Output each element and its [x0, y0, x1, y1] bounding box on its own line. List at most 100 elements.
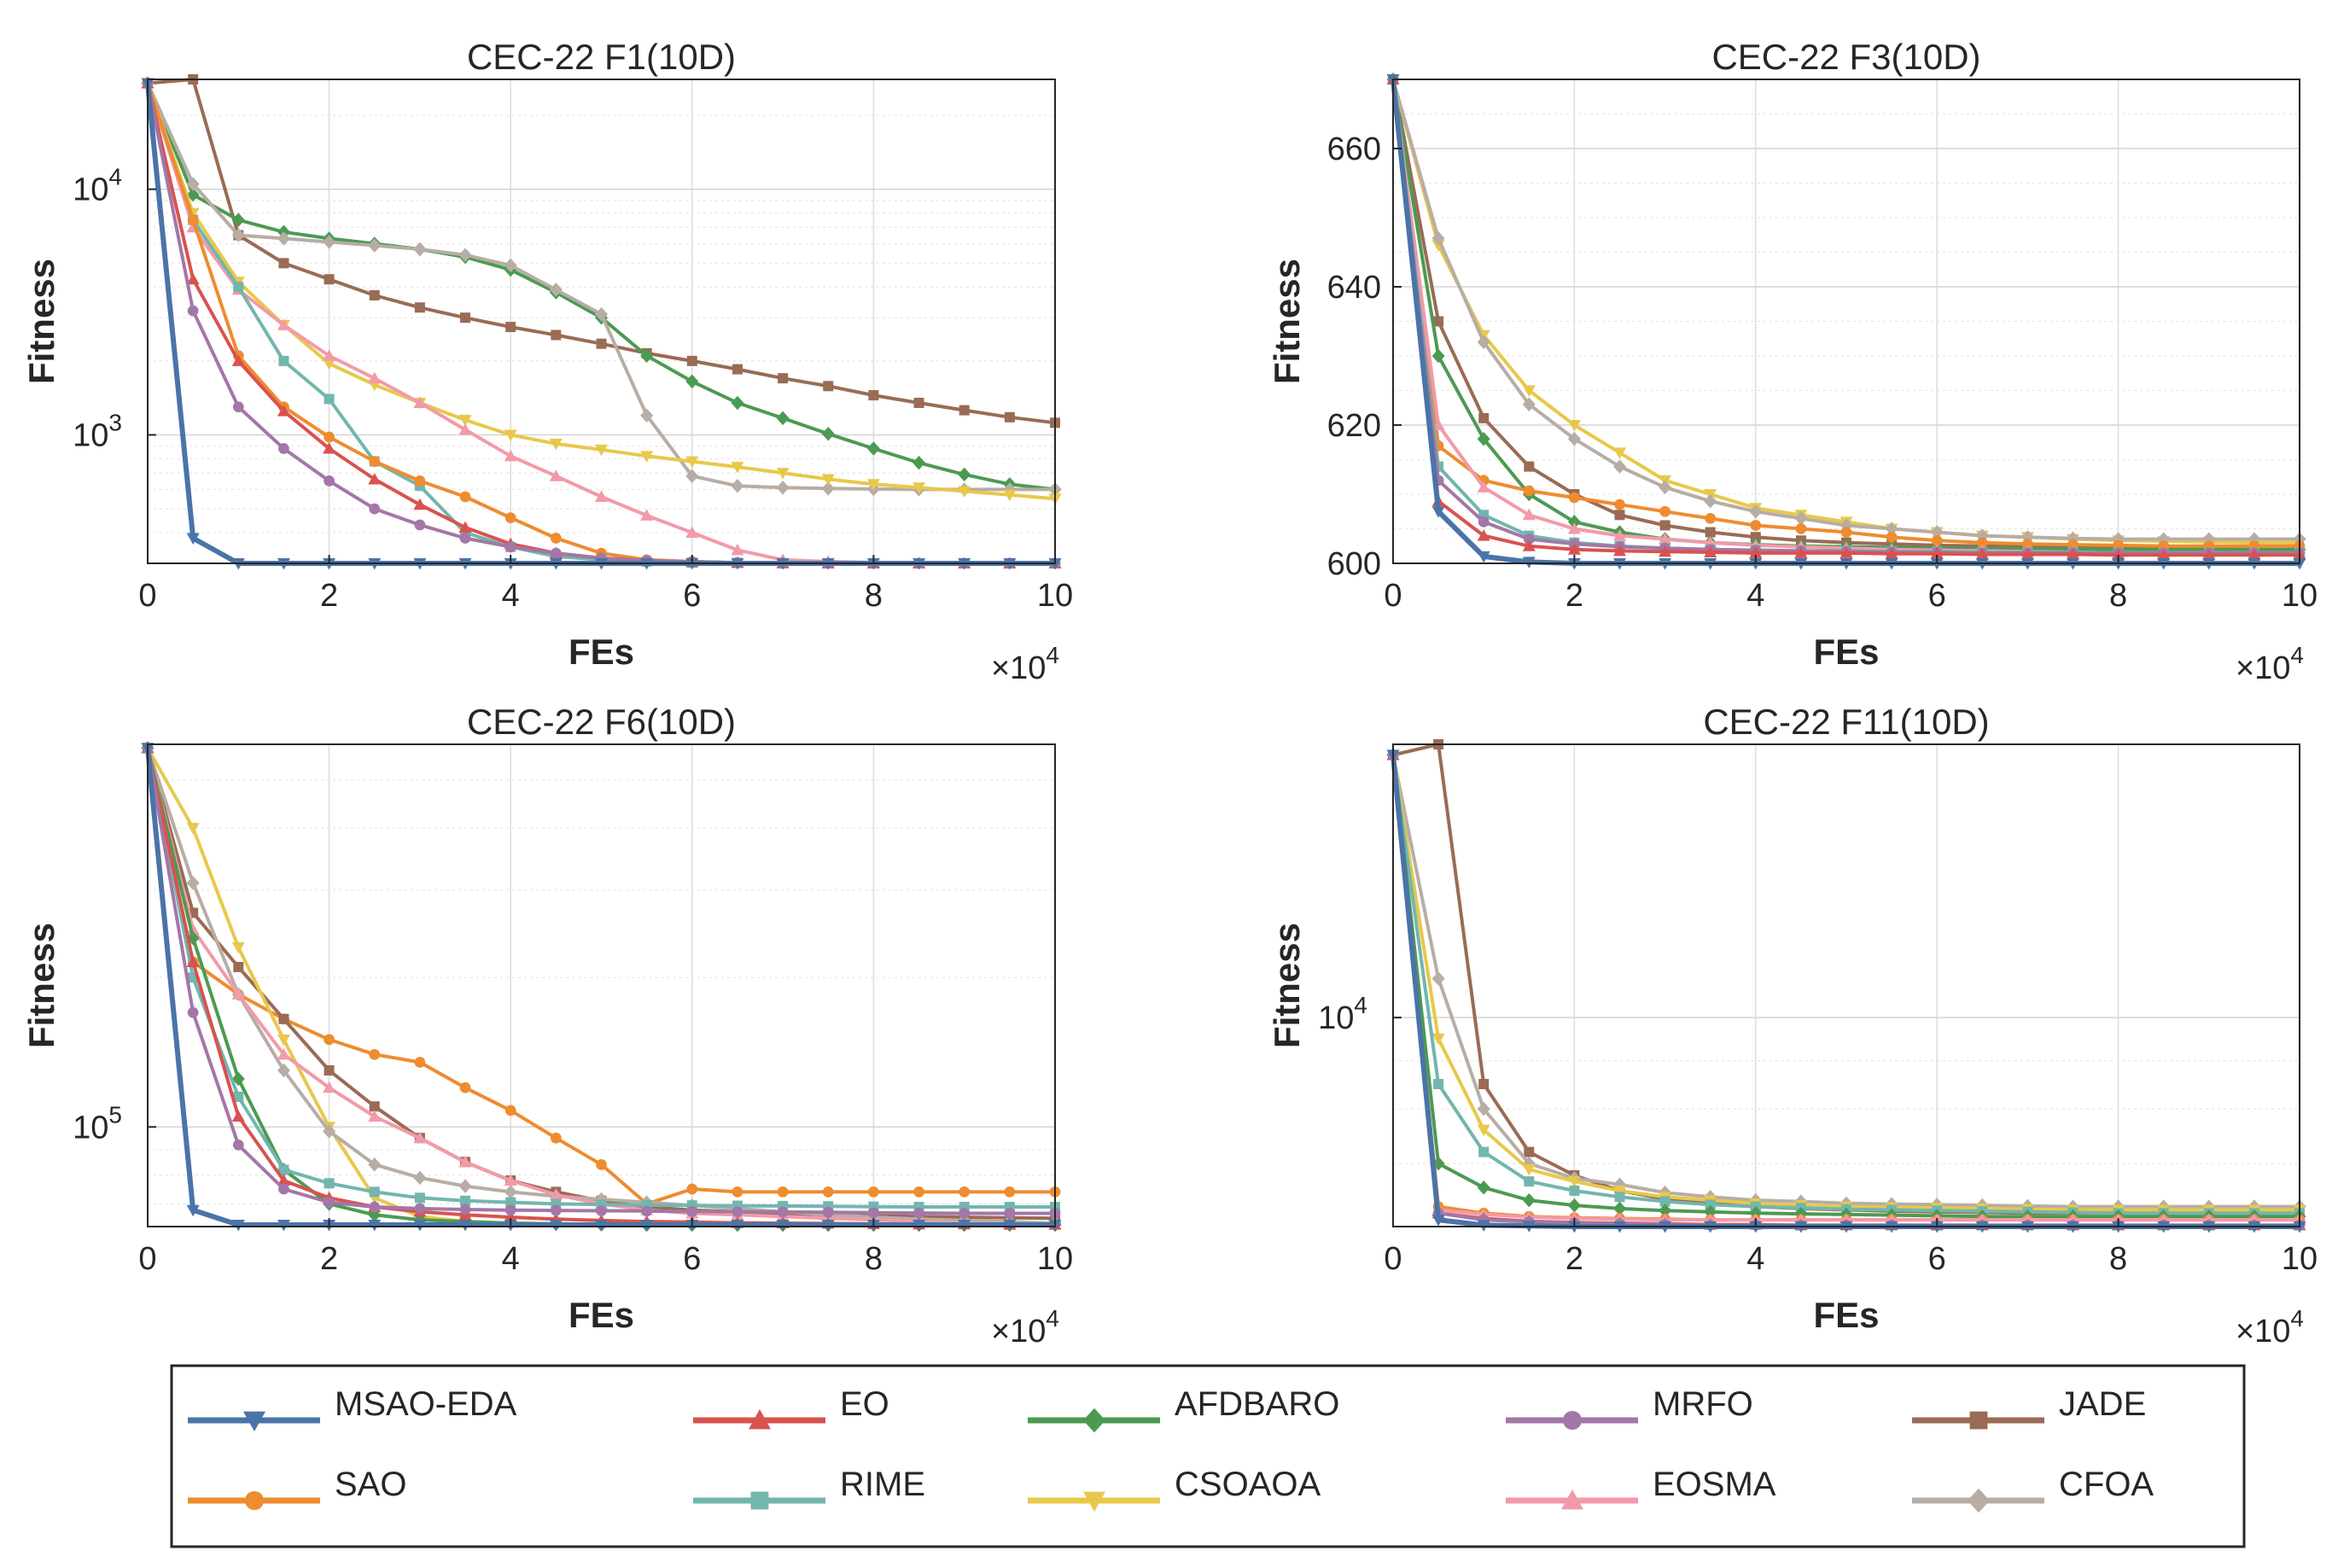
data-point [1522, 385, 1536, 397]
data-point [278, 1183, 289, 1195]
data-point [369, 1048, 381, 1060]
legend-item-rime: RIME [693, 1466, 925, 1510]
legend-label: CSOAOA [1175, 1466, 1321, 1503]
y-tick-label: 640 [1327, 270, 1381, 306]
data-point [2202, 548, 2216, 561]
data-point [912, 1220, 926, 1232]
legend-marker [1083, 1408, 1105, 1433]
data-point [1750, 532, 1761, 543]
legend-item-sao: SAO [188, 1466, 406, 1511]
data-point [1478, 516, 1490, 528]
legend-marker [243, 1411, 265, 1431]
x-tick-label: 8 [2109, 1241, 2127, 1277]
legend-item-csoaoa: CSOAOA [1028, 1466, 1321, 1512]
data-point [1524, 1146, 1535, 1157]
data-point [504, 512, 516, 523]
data-point [1705, 1199, 1716, 1210]
data-point [459, 1081, 471, 1093]
data-point [324, 1178, 335, 1189]
data-point [1885, 522, 1898, 536]
data-point [1523, 485, 1535, 497]
data-point [231, 354, 245, 366]
chart-title: CEC-22 F11(10D) [1703, 702, 1989, 742]
data-point [368, 1110, 382, 1122]
data-point [369, 1101, 380, 1112]
data-point [1840, 527, 1852, 538]
data-point [731, 462, 744, 474]
data-point [458, 415, 472, 427]
data-point [277, 1063, 290, 1078]
data-point [2020, 547, 2034, 560]
data-point [959, 405, 970, 416]
data-point [550, 547, 562, 559]
data-point [821, 427, 835, 441]
data-point [1931, 534, 1943, 546]
data-point [1522, 539, 1536, 551]
data-point [413, 396, 427, 408]
data-point [504, 429, 517, 442]
data-point [458, 1179, 472, 1193]
data-point [685, 374, 699, 389]
data-point [731, 543, 744, 556]
data-point [504, 541, 516, 553]
data-point [1794, 546, 1808, 558]
data-point [1704, 493, 1717, 509]
data-point [1659, 1203, 1672, 1218]
data-point [368, 371, 382, 384]
data-point [2022, 538, 2033, 550]
series-cfoa [141, 76, 1062, 497]
data-point [1433, 1079, 1444, 1090]
axes-frame [147, 79, 1056, 564]
legend-label: AFDBARO [1175, 1385, 1339, 1423]
data-point [776, 1220, 790, 1232]
data-point [414, 519, 426, 531]
data-point [413, 1170, 427, 1186]
series-csoaoa [141, 78, 1062, 505]
data-point [186, 823, 200, 835]
x-tick-label: 0 [138, 578, 156, 614]
data-point [1431, 1215, 1445, 1227]
data-point [595, 444, 608, 457]
x-exponent-label: ×104 [991, 1305, 1059, 1349]
data-point [232, 1139, 244, 1151]
y-tick-label: 620 [1327, 408, 1381, 444]
x-tick-label: 6 [1928, 1241, 1946, 1277]
data-point [549, 469, 563, 481]
data-point [414, 1057, 426, 1068]
data-point [231, 988, 245, 1000]
y-axis-label: Fitness [1267, 923, 1307, 1048]
data-point [459, 533, 471, 544]
data-point [323, 441, 336, 454]
data-point [912, 455, 926, 470]
data-point [550, 1204, 562, 1216]
x-tick-label: 8 [865, 1241, 883, 1277]
data-point [1975, 547, 1989, 560]
subplot-3: 0 2 4 6 8 10 ×104 105 CEC-22 F6(10D) FEs Fitness [21, 702, 1073, 1349]
data-point [458, 423, 472, 435]
data-point [278, 443, 289, 454]
subplot-1: 0 2 4 6 8 10 ×104 103 104 CEC-22 F1(10D) FEs Fitnes… [21, 37, 1073, 686]
data-point [2067, 547, 2079, 560]
data-point [776, 468, 790, 480]
legend-marker [749, 1409, 771, 1430]
data-point [324, 475, 335, 487]
data-point [1704, 1204, 1717, 1219]
data-point [596, 1205, 607, 1216]
data-point [1004, 1186, 1016, 1198]
x-tick-label: 6 [1928, 578, 1946, 614]
data-point [458, 1155, 472, 1168]
legend-marker [750, 1491, 769, 1510]
data-point [685, 456, 699, 469]
data-point [1567, 543, 1581, 555]
data-point [186, 187, 200, 202]
data-point [868, 390, 879, 401]
data-point [1431, 506, 1445, 518]
data-point [1613, 544, 1626, 557]
data-point [1477, 481, 1490, 493]
data-point [323, 1081, 336, 1093]
data-point [686, 1183, 698, 1195]
data-point [1749, 546, 1763, 558]
data-point [504, 1210, 517, 1223]
data-point [1614, 498, 1625, 510]
plot-area [1393, 744, 2300, 1227]
